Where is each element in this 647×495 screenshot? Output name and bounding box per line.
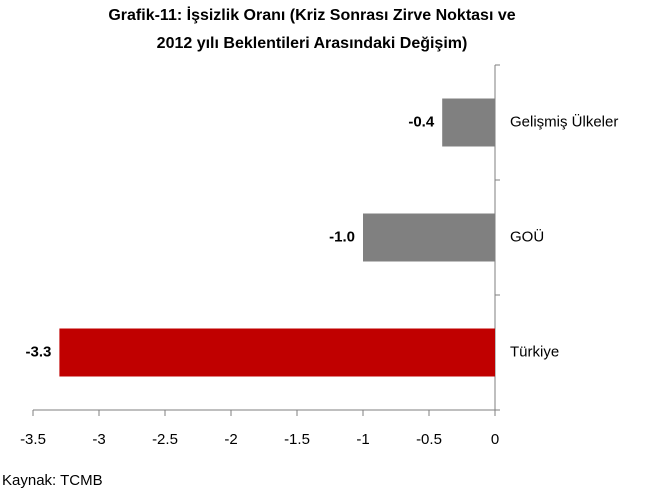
x-tick-label: -3.5 xyxy=(20,431,46,448)
data-label: -0.4 xyxy=(408,113,435,130)
x-tick-label: -2.5 xyxy=(152,431,178,448)
x-tick-label: -1 xyxy=(356,431,369,448)
x-tick-label: -2 xyxy=(224,431,237,448)
category-label: Gelişmiş Ülkeler xyxy=(510,112,618,130)
bar xyxy=(363,213,495,262)
category-label: GOÜ xyxy=(510,227,544,245)
bar xyxy=(59,328,496,377)
data-label: -1.0 xyxy=(329,228,355,245)
x-tick-label: 0 xyxy=(491,431,499,448)
x-tick-label: -1.5 xyxy=(284,431,310,448)
chart-title: 2012 yılı Beklentileri Arasındaki Değişi… xyxy=(157,35,468,52)
data-label: -3.3 xyxy=(26,343,52,360)
source-note: Kaynak: TCMB xyxy=(2,472,103,489)
category-label: Türkiye xyxy=(510,343,559,360)
x-tick-label: -3 xyxy=(92,431,105,448)
x-tick-label: -0.5 xyxy=(416,431,442,448)
chart-title: Grafik-11: İşsizlik Oranı (Kriz Sonrası … xyxy=(108,6,515,24)
bar xyxy=(442,98,495,147)
